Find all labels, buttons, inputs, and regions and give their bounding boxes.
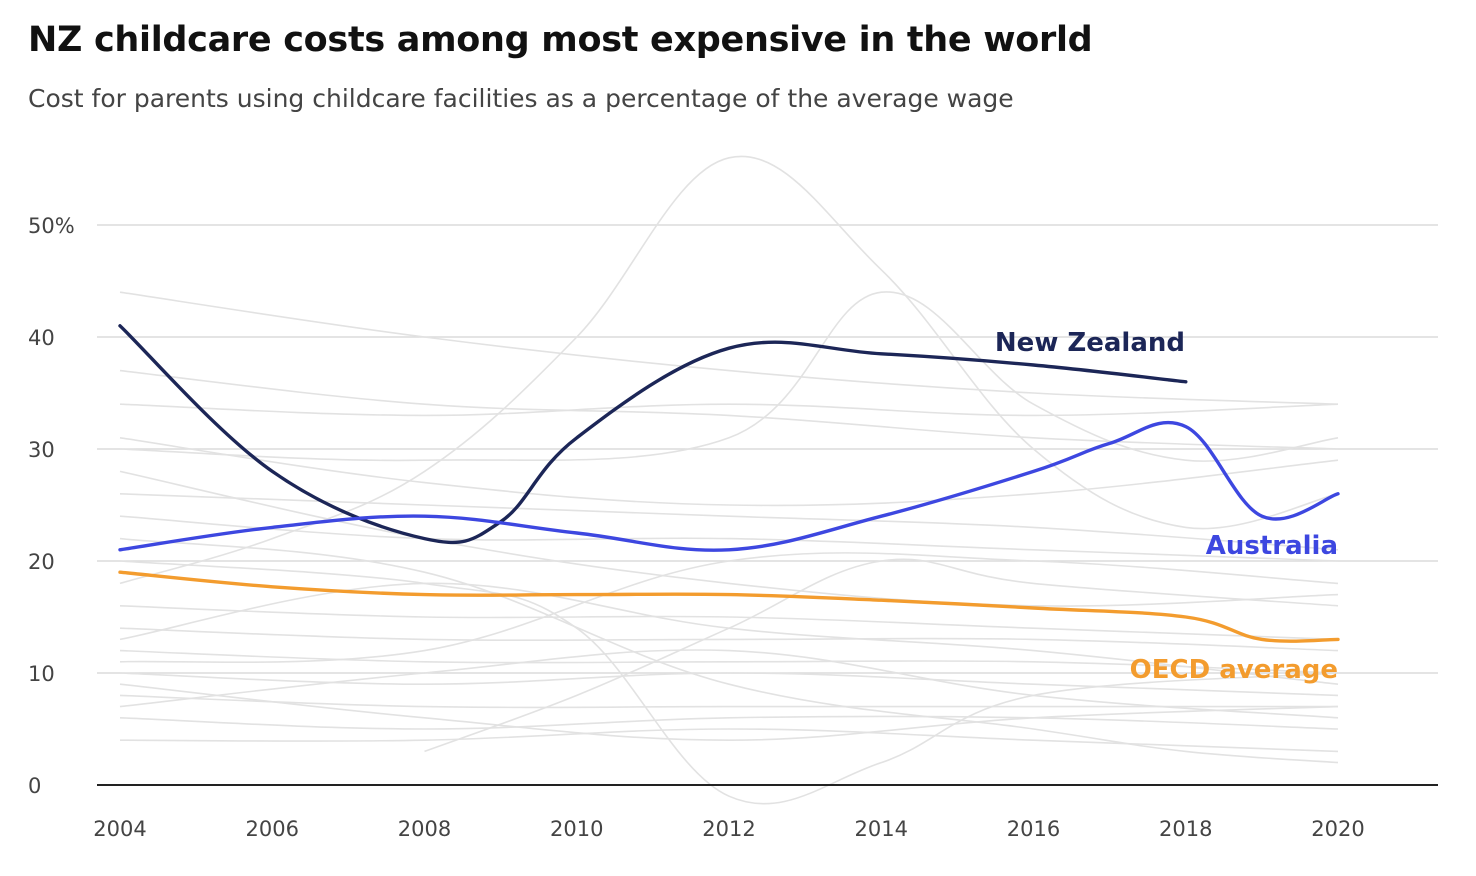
background-series-line	[119, 515, 1339, 562]
background-series-line	[119, 694, 1338, 709]
y-tick-label: 20	[28, 550, 55, 574]
background-series-line	[119, 437, 1339, 507]
y-tick-label: 50%	[28, 214, 75, 238]
background-series-line	[119, 493, 1339, 551]
background-series-group	[119, 155, 1339, 805]
highlighted-series-group	[118, 324, 1340, 643]
background-series-line	[119, 470, 1339, 607]
background-series-line	[119, 683, 1339, 742]
y-tick-label: 40	[28, 326, 55, 350]
background-series-line	[119, 605, 1339, 641]
series-label: OECD average	[1130, 655, 1338, 685]
y-tick-label: 30	[28, 438, 55, 462]
background-series-line	[119, 552, 1339, 664]
background-series-line	[119, 649, 1339, 719]
x-tick-label: 2010	[550, 817, 603, 841]
x-tick-label: 2004	[93, 817, 146, 841]
y-tick-label: 10	[28, 662, 55, 686]
background-series-line	[119, 728, 1339, 753]
series-line	[118, 420, 1340, 552]
x-tick-label: 2006	[246, 817, 299, 841]
x-tick-label: 2014	[855, 817, 908, 841]
background-series-line	[119, 627, 1339, 652]
background-series-line	[119, 715, 1339, 730]
series-line	[118, 324, 1188, 545]
x-tick-label: 2016	[1007, 817, 1060, 841]
background-series-line	[119, 537, 1339, 764]
x-tick-label: 2012	[702, 817, 755, 841]
x-tick-label: 2008	[398, 817, 451, 841]
background-series-line	[119, 672, 1339, 697]
x-tick-label: 2020	[1311, 817, 1364, 841]
axes: 0 10 20 30 40 50% 2004 2006 2008 2010 2012 2014 2016…	[28, 214, 1438, 841]
series-labels: New Zealand Australia OECD average	[995, 328, 1338, 685]
series-label: New Zealand	[995, 328, 1185, 358]
background-series-line	[119, 369, 1339, 450]
background-series-line	[424, 558, 1339, 753]
background-series-line	[119, 403, 1339, 417]
background-series-line	[119, 560, 1339, 805]
grid-lines	[97, 224, 1438, 674]
background-series-line	[119, 291, 1339, 462]
background-series-line	[119, 291, 1339, 405]
series-line	[118, 570, 1340, 643]
chart-subtitle: Cost for parents using childcare facilit…	[28, 84, 1014, 113]
background-series-line	[119, 649, 1339, 674]
background-series-line	[119, 155, 1339, 585]
x-tick-label: 2018	[1159, 817, 1212, 841]
y-tick-label: 0	[28, 774, 41, 798]
chart-title: NZ childcare costs among most expensive …	[28, 20, 1093, 60]
series-label: Australia	[1206, 531, 1338, 561]
